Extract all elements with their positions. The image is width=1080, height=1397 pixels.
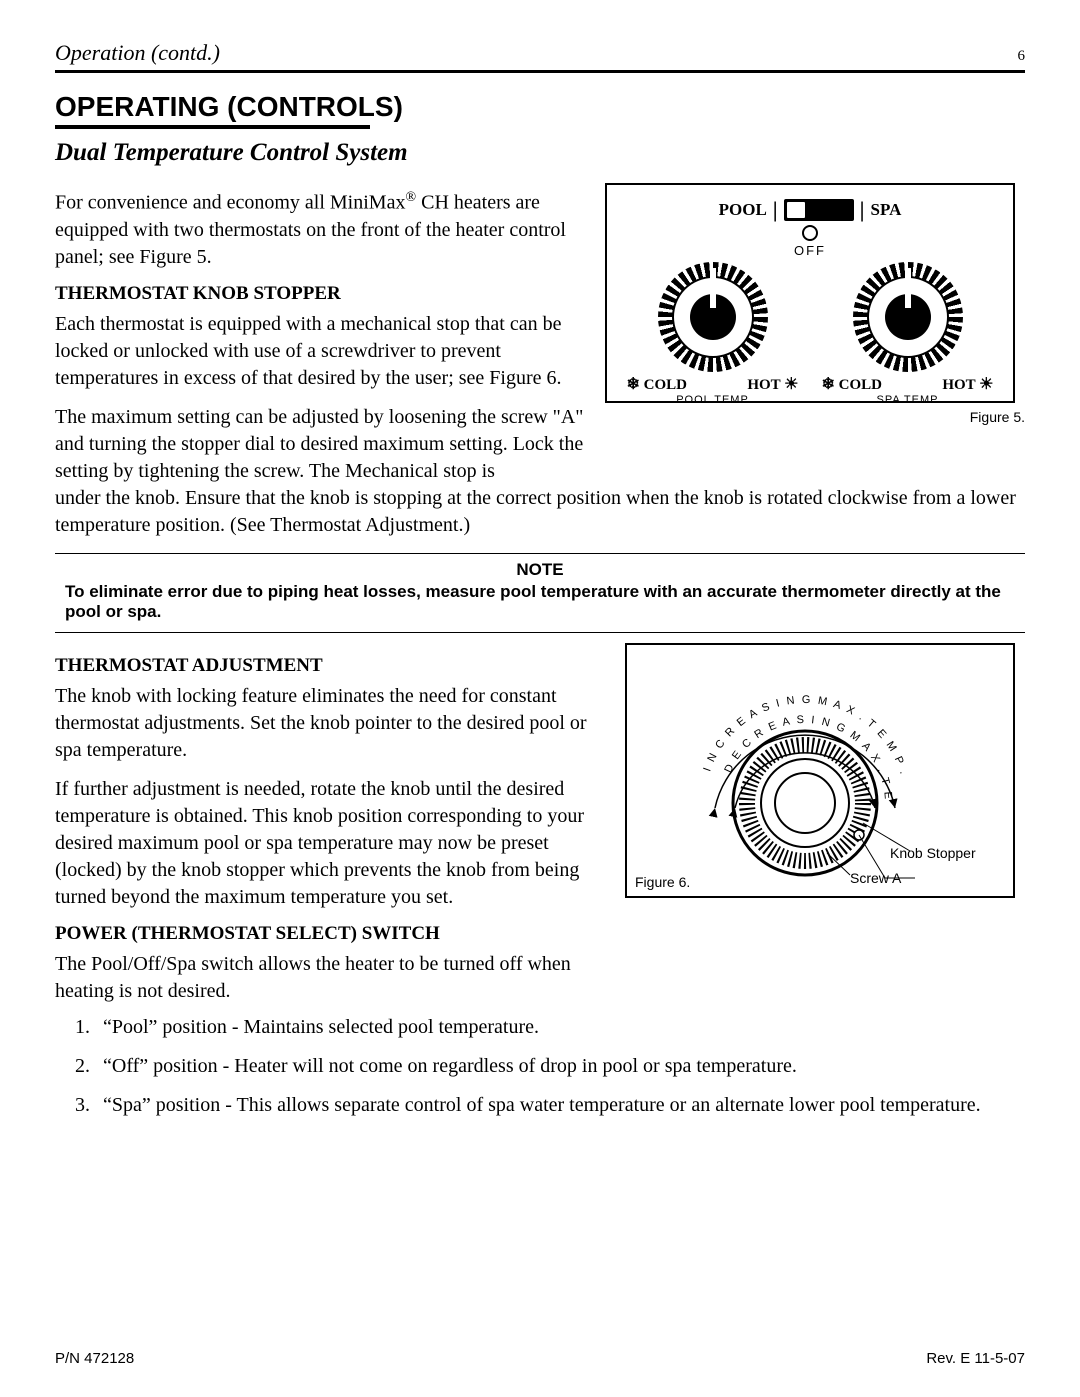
fig5-knobs-row: ❄ COLD HOT ☀ POOL TEMP ❄ COLD HOT ☀ — [615, 262, 1005, 406]
heading-dual-temp: Dual Temperature Control System — [55, 139, 1025, 167]
pool-temp-label: POOL TEMP — [623, 394, 803, 406]
note-title: NOTE — [65, 560, 1015, 580]
figure-6-caption: Figure 6. — [635, 874, 690, 890]
pool-knob-group: ❄ COLD HOT ☀ POOL TEMP — [623, 262, 803, 406]
fig6-knob-stopper-label: Knob Stopper — [890, 845, 976, 861]
header-rule — [55, 70, 1025, 73]
sun-icon: ☀ — [979, 376, 993, 393]
mid-right-column: I N C R E A S I N G M A X . T E M P . D … — [625, 643, 1025, 1005]
spa-knob-group: ❄ COLD HOT ☀ SPA TEMP — [818, 262, 998, 406]
off-indicator-icon — [802, 225, 818, 241]
sun-icon: ☀ — [784, 376, 798, 393]
fig5-off-label: OFF — [615, 243, 1005, 258]
spa-temp-label: SPA TEMP — [818, 394, 998, 406]
fig5-cold-2: COLD — [839, 377, 882, 393]
heading-underline — [55, 125, 370, 129]
note-body: To eliminate error due to piping heat lo… — [65, 582, 1015, 622]
heading-knob-stopper: THERMOSTAT KNOB STOPPER — [55, 283, 585, 305]
fig5-spa-label: SPA — [871, 200, 902, 220]
knob-stopper-p1: Each thermostat is equipped with a mecha… — [55, 311, 585, 392]
intro-paragraph: For convenience and economy all MiniMax®… — [55, 189, 585, 271]
list-item-pool: “Pool” position - Maintains selected poo… — [95, 1013, 1025, 1042]
power-switch-paragraph: The Pool/Off/Spa switch allows the heate… — [55, 951, 605, 1005]
top-right-column: POOL | | SPA OFF ❄ COLD HOT ☀ — [605, 183, 1025, 485]
snowflake-icon: ❄ — [822, 376, 835, 393]
section-title: Operation (contd.) — [55, 40, 220, 66]
fig5-pool-label: POOL — [719, 200, 767, 220]
running-header: Operation (contd.) 6 — [55, 40, 1025, 66]
snowflake-icon: ❄ — [627, 376, 640, 393]
list-item-off: “Off” position - Heater will not come on… — [95, 1052, 1025, 1081]
heading-power-switch: POWER (THERMOSTAT SELECT) SWITCH — [55, 923, 605, 945]
list-item-spa: “Spa” position - This allows separate co… — [95, 1091, 1025, 1120]
mid-left-column: THERMOSTAT ADJUSTMENT The knob with lock… — [55, 643, 605, 1005]
top-left-column: For convenience and economy all MiniMax®… — [55, 183, 585, 485]
knob-stopper-p2a: The maximum setting can be adjusted by l… — [55, 404, 585, 485]
fig5-switch-row: POOL | | SPA — [615, 197, 1005, 223]
heading-operating-controls: OPERATING (CONTROLS) — [55, 91, 1025, 123]
top-columns: For convenience and economy all MiniMax®… — [55, 183, 1025, 485]
page-footer: P/N 472128 Rev. E 11-5-07 — [55, 1350, 1025, 1367]
fig6-screw-label: Screw A — [850, 870, 902, 886]
pool-temp-knob-icon — [658, 262, 768, 372]
fig5-cold-1: COLD — [644, 377, 687, 393]
mid-columns: THERMOSTAT ADJUSTMENT The knob with lock… — [55, 643, 1025, 1005]
fig5-hot-2: HOT — [942, 377, 975, 393]
fig5-hot-1: HOT — [747, 377, 780, 393]
adjustment-p2: If further adjustment is needed, rotate … — [55, 776, 605, 911]
figure-6: I N C R E A S I N G M A X . T E M P . D … — [625, 643, 1015, 898]
revision: Rev. E 11-5-07 — [926, 1350, 1025, 1367]
note-box: NOTE To eliminate error due to piping he… — [55, 553, 1025, 633]
part-number: P/N 472128 — [55, 1350, 134, 1367]
page-number: 6 — [1018, 48, 1026, 65]
page: Operation (contd.) 6 OPERATING (CONTROLS… — [0, 0, 1080, 1397]
switch-position-list: “Pool” position - Maintains selected poo… — [55, 1013, 1025, 1120]
figure-5-caption: Figure 5. — [605, 409, 1025, 425]
pool-off-spa-switch-icon — [784, 199, 854, 221]
figure-6-diagram-icon: I N C R E A S I N G M A X . T E M P . D … — [635, 653, 1005, 893]
heading-thermostat-adjustment: THERMOSTAT ADJUSTMENT — [55, 655, 605, 677]
knob-stopper-p2b: under the knob. Ensure that the knob is … — [55, 485, 1025, 539]
figure-5: POOL | | SPA OFF ❄ COLD HOT ☀ — [605, 183, 1015, 403]
adjustment-p1: The knob with locking feature eliminates… — [55, 683, 605, 764]
spa-temp-knob-icon — [853, 262, 963, 372]
